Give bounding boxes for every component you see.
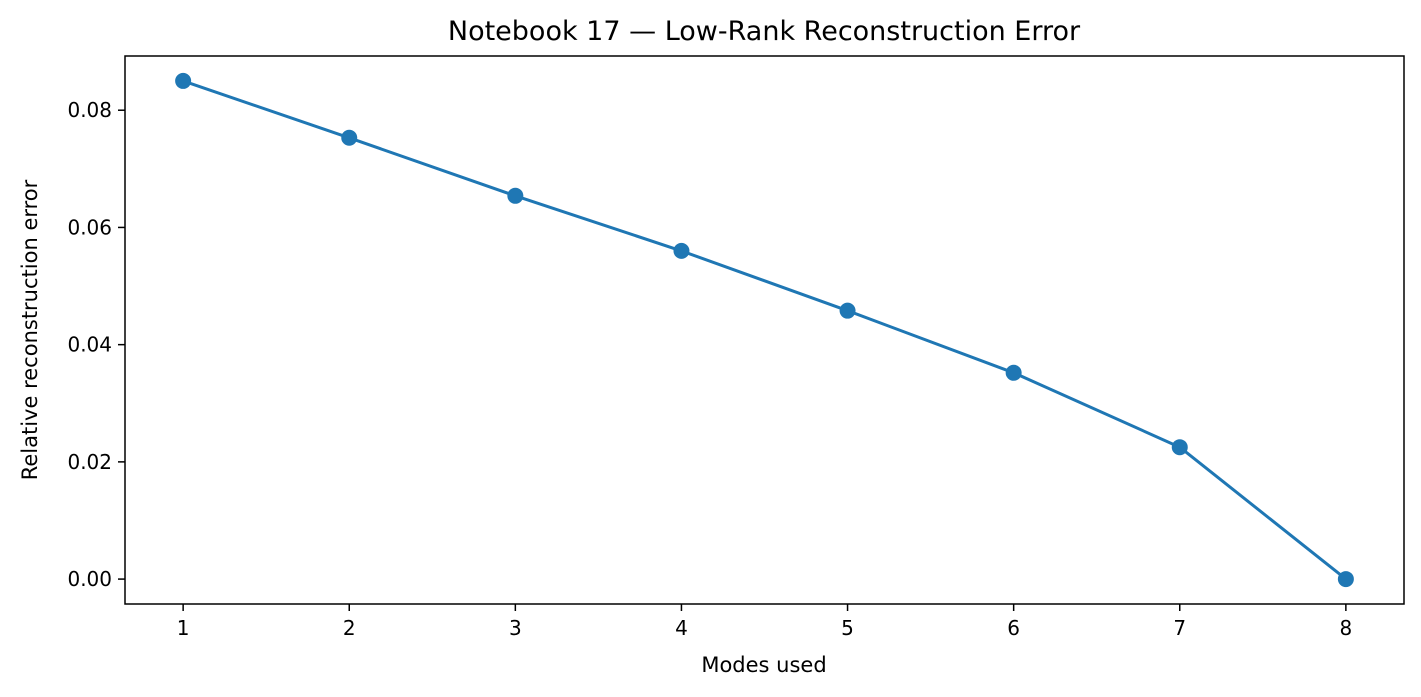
plot-area [124, 55, 1405, 605]
x-tick-label: 5 [841, 616, 854, 640]
data-point [1005, 364, 1022, 381]
data-point [507, 187, 524, 204]
series-line [182, 79, 1347, 581]
x-tick-label: 2 [343, 616, 356, 640]
x-tick-label: 8 [1339, 616, 1352, 640]
y-tick-label: 0.04 [67, 333, 112, 357]
series-layer [175, 72, 1354, 588]
y-axis-label: Relative reconstruction error [18, 179, 42, 480]
y-tick-label: 0.06 [67, 215, 112, 239]
x-tick-label: 4 [675, 616, 688, 640]
y-tick-label: 0.08 [67, 98, 112, 122]
data-point [1337, 571, 1354, 588]
x-axis: 1 2 3 4 5 6 7 8 [177, 604, 1352, 640]
data-point [839, 302, 856, 319]
x-tick-label: 7 [1173, 616, 1186, 640]
x-axis-label: Modes used [701, 653, 826, 677]
data-point [673, 242, 690, 259]
x-tick-label: 1 [177, 616, 190, 640]
y-axis: 0.00 0.02 0.04 0.06 0.08 [67, 98, 125, 591]
chart-title: Notebook 17 — Low-Rank Reconstruction Er… [448, 16, 1081, 47]
y-tick-label: 0.02 [67, 450, 112, 474]
data-point [175, 72, 192, 89]
y-tick-label: 0.00 [67, 567, 112, 591]
data-point [341, 129, 358, 146]
x-tick-label: 6 [1007, 616, 1020, 640]
data-point [1171, 439, 1188, 456]
x-tick-label: 3 [509, 616, 522, 640]
